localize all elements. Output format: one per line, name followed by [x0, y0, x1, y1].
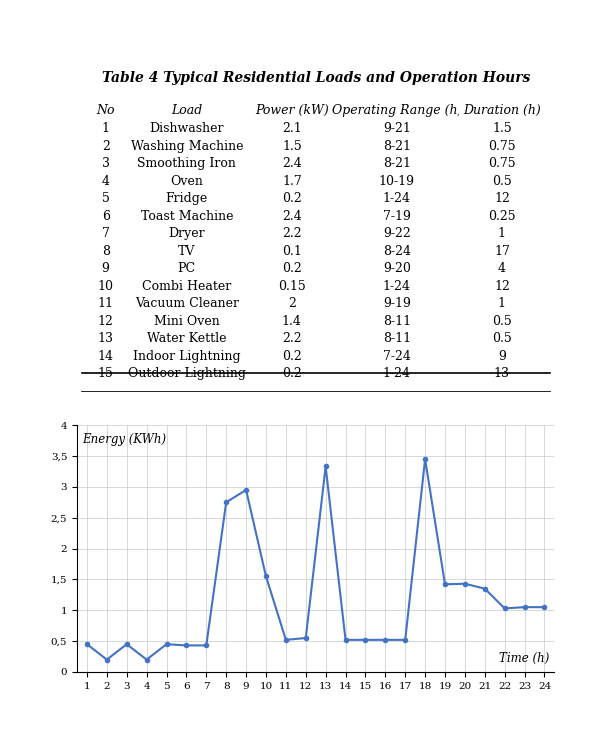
Title: Table 4 Typical Residential Loads and Operation Hours: Table 4 Typical Residential Loads and Op…	[102, 71, 530, 85]
Text: Energy (KWh): Energy (KWh)	[82, 433, 166, 445]
Text: Time (h): Time (h)	[499, 652, 549, 664]
